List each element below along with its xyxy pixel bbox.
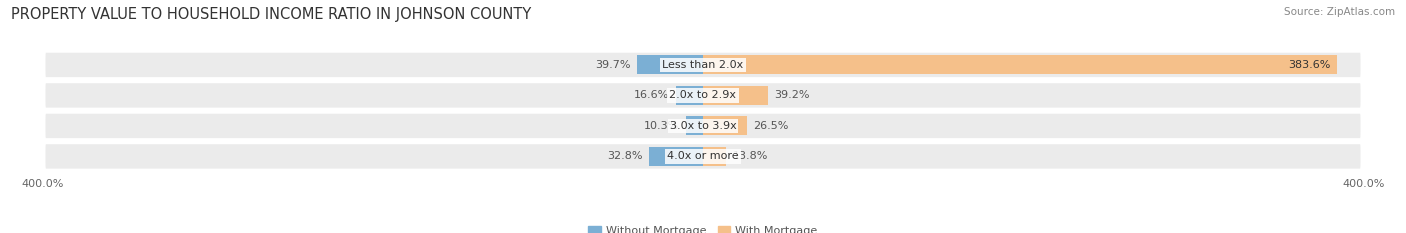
Legend: Without Mortgage, With Mortgage: Without Mortgage, With Mortgage xyxy=(588,226,818,233)
FancyBboxPatch shape xyxy=(45,114,1361,138)
Text: 2.0x to 2.9x: 2.0x to 2.9x xyxy=(669,90,737,100)
Bar xyxy=(637,55,703,74)
Text: 39.7%: 39.7% xyxy=(595,60,631,70)
Bar xyxy=(686,116,703,135)
Text: 4.0x or more: 4.0x or more xyxy=(668,151,738,161)
Text: 10.3%: 10.3% xyxy=(644,121,679,131)
Bar xyxy=(703,116,747,135)
Text: 39.2%: 39.2% xyxy=(775,90,810,100)
Text: Source: ZipAtlas.com: Source: ZipAtlas.com xyxy=(1284,7,1395,17)
FancyBboxPatch shape xyxy=(45,83,1361,108)
Bar xyxy=(675,86,703,105)
Bar xyxy=(703,147,725,166)
Bar xyxy=(648,147,703,166)
Bar xyxy=(703,86,768,105)
Text: 13.8%: 13.8% xyxy=(733,151,768,161)
Text: Less than 2.0x: Less than 2.0x xyxy=(662,60,744,70)
Bar xyxy=(703,55,1337,74)
Text: 32.8%: 32.8% xyxy=(607,151,643,161)
FancyBboxPatch shape xyxy=(45,144,1361,169)
Text: 26.5%: 26.5% xyxy=(754,121,789,131)
Text: 383.6%: 383.6% xyxy=(1288,60,1330,70)
Text: 3.0x to 3.9x: 3.0x to 3.9x xyxy=(669,121,737,131)
FancyBboxPatch shape xyxy=(45,53,1361,77)
Text: PROPERTY VALUE TO HOUSEHOLD INCOME RATIO IN JOHNSON COUNTY: PROPERTY VALUE TO HOUSEHOLD INCOME RATIO… xyxy=(11,7,531,22)
Text: 16.6%: 16.6% xyxy=(634,90,669,100)
